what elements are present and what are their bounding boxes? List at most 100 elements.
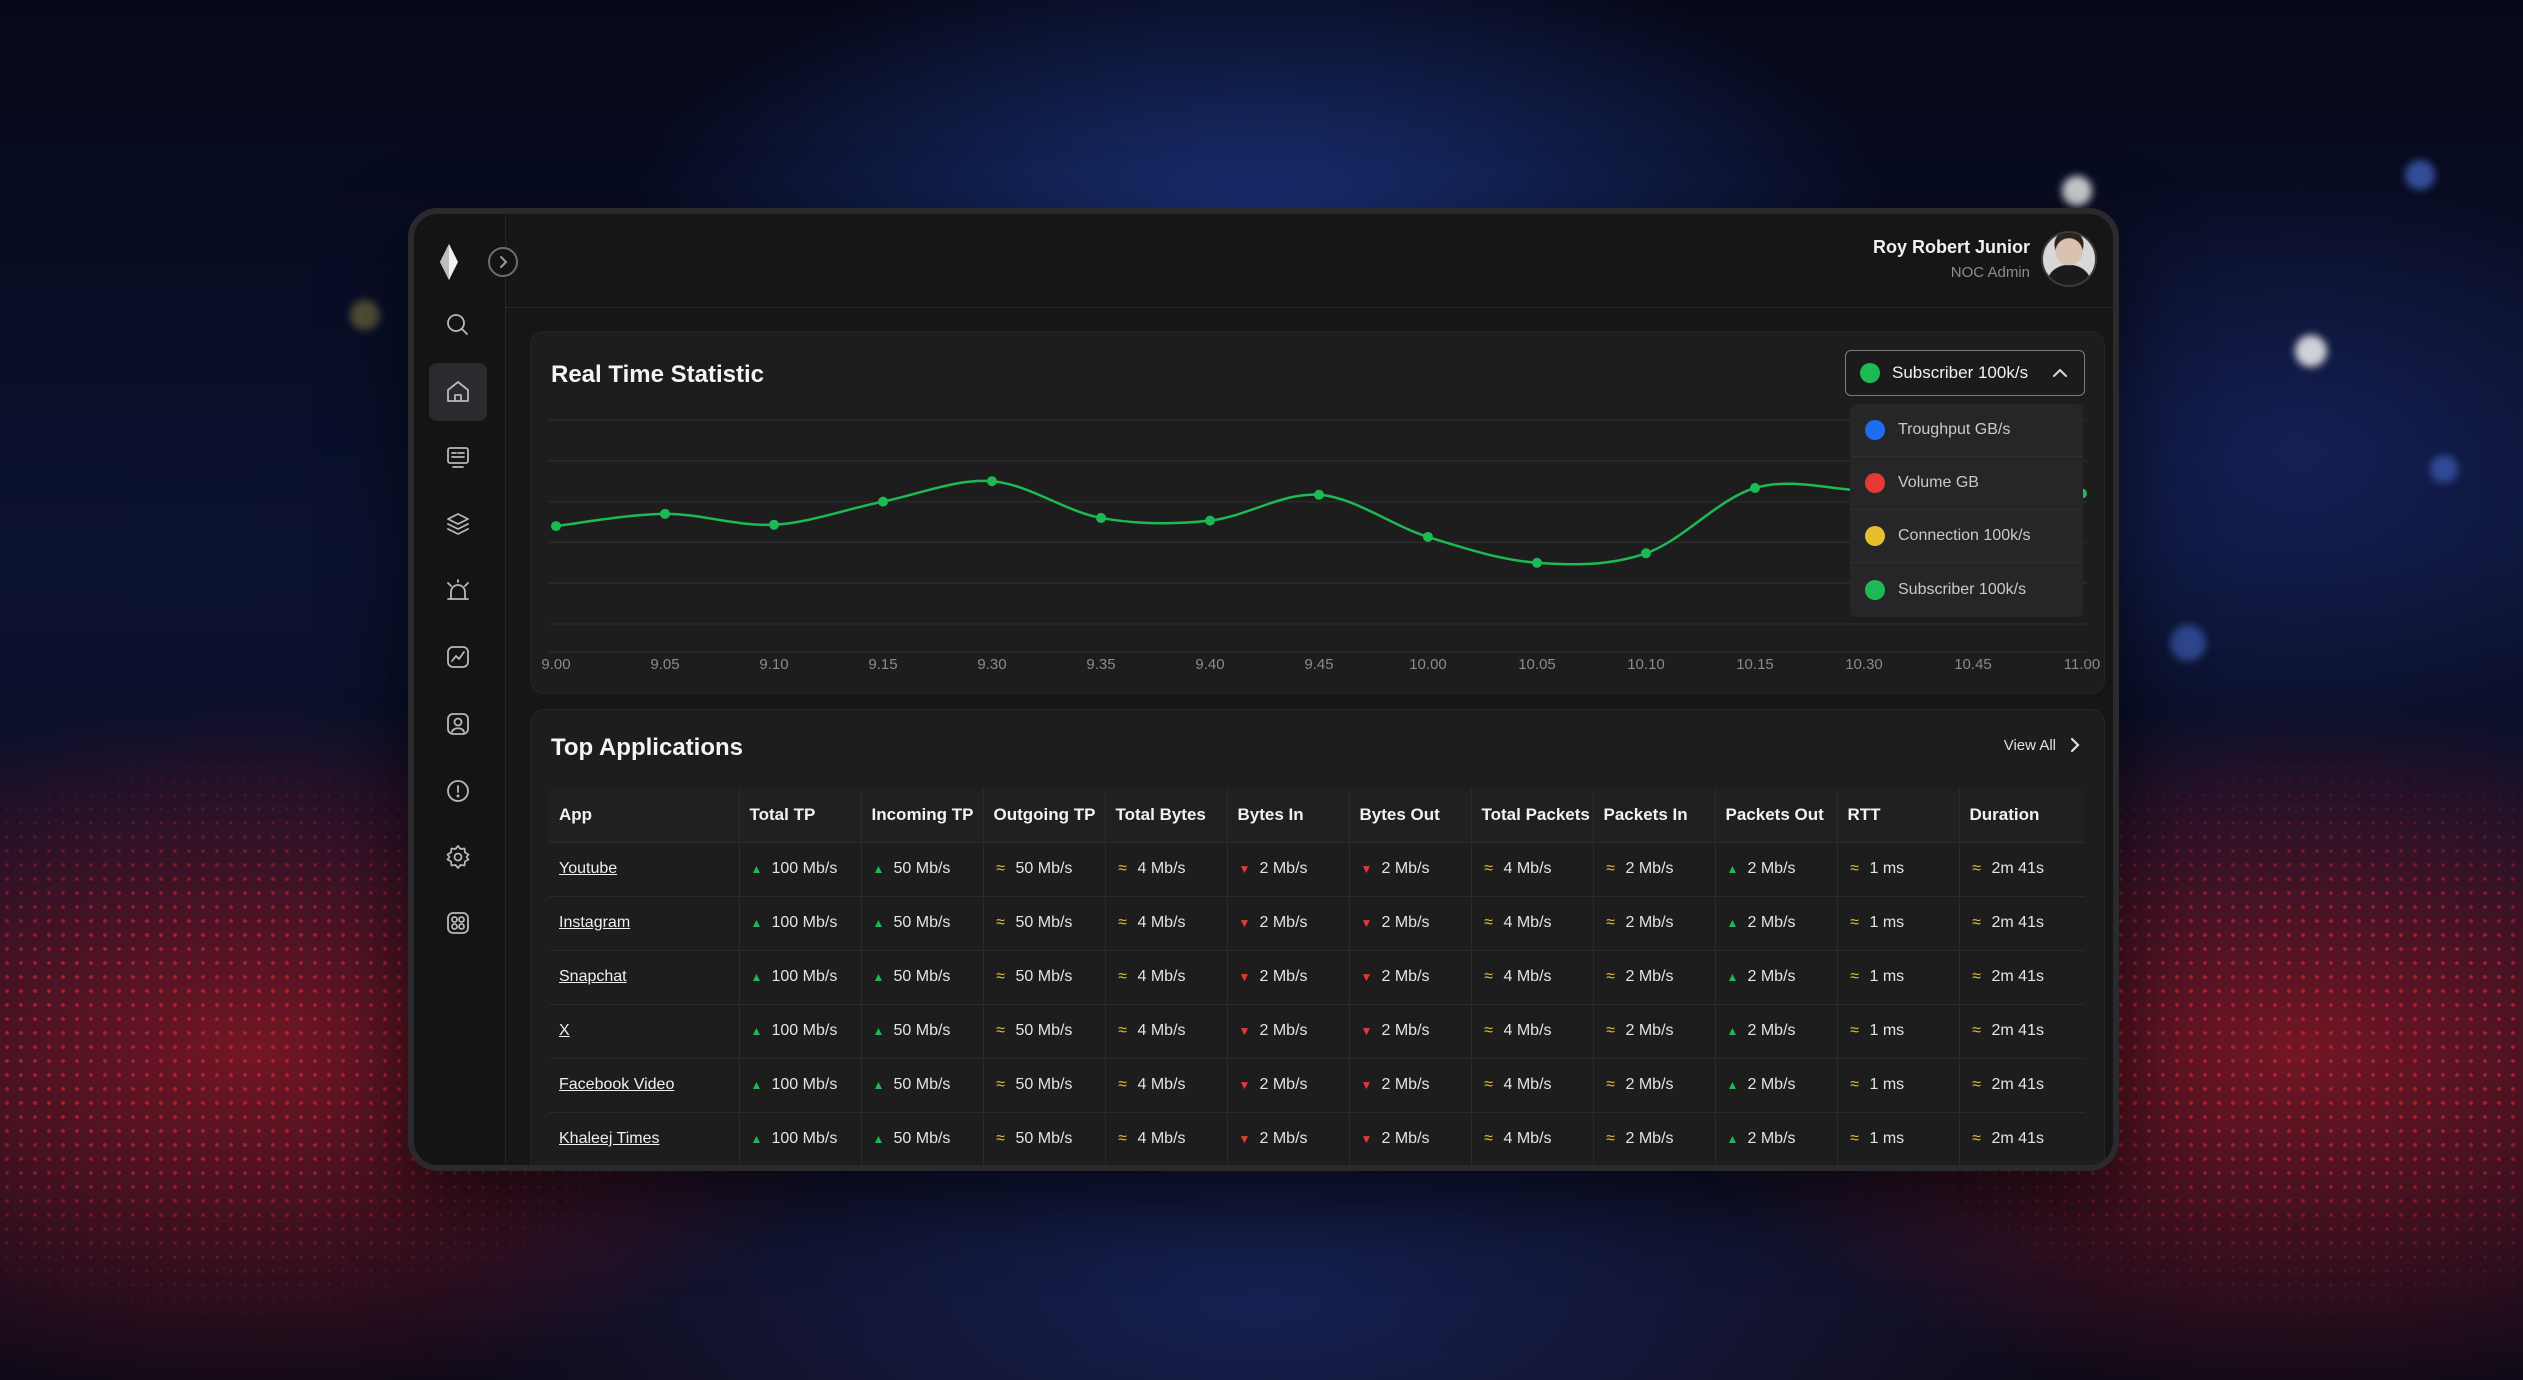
brand-logo-icon [440,244,458,280]
app-link[interactable]: Snapchat [559,968,627,985]
app-link[interactable]: Facebook Video [559,1076,675,1093]
metric-color-dot [1865,579,1885,600]
trend-flat-icon: ≈ [1972,914,1981,931]
metric-value: 4 Mb/s [1503,1130,1552,1147]
metric-select-button[interactable]: Subscriber 100k/s [1845,350,2085,396]
app-link[interactable]: Khaleej Times [559,1130,660,1147]
chevron-right-icon [2070,737,2080,753]
trend-up-icon: ▲ [872,1132,885,1146]
app-cell: Khaleej Times [549,1112,740,1165]
metric-cell: ≈1 ms [1837,1004,1960,1059]
metric-cell: ≈4 Mb/s [1105,950,1228,1005]
column-header[interactable]: Total TP [739,789,862,843]
data-point [769,519,779,530]
metric-option[interactable]: Subscriber 100k/s [1850,563,2083,616]
metric-value: 2 Mb/s [1259,914,1308,931]
trend-down-icon: ▼ [1360,916,1373,930]
metric-cell: ≈4 Mb/s [1471,842,1594,897]
trend-down-icon: ▼ [1360,1024,1373,1038]
view-all-link[interactable]: View All [2004,736,2084,754]
sidebar-item-alarm[interactable] [429,562,487,620]
trend-flat-icon: ≈ [1118,860,1127,877]
trend-down-icon: ▼ [1238,862,1251,876]
column-header[interactable]: Outgoing TP [983,789,1106,843]
background-bokeh [2062,176,2092,206]
column-header[interactable]: Packets In [1593,789,1716,843]
sidebar-item-alert[interactable] [429,762,487,820]
metric-cell: ≈2 Mb/s [1593,896,1716,951]
table-row[interactable]: Facebook Video ▲ 100 Mb/s ▲ 50 Mb/s ≈50 Mb/s ≈… [549,1058,2084,1113]
background-bokeh [2295,335,2327,367]
x-tick-label: 9.40 [1195,656,1224,673]
trend-up-icon: ▲ [872,970,885,984]
metric-value: 2 Mb/s [1259,860,1308,877]
trend-flat-icon: ≈ [1118,1130,1127,1147]
column-header[interactable]: Incoming TP [861,789,984,843]
sidebar-expand-button[interactable] [488,247,518,277]
trend-up-icon: ▲ [750,1132,763,1146]
trend-flat-icon: ≈ [1850,1076,1859,1093]
background-bokeh [350,300,380,330]
sidebar-item-layers[interactable] [429,495,487,553]
sidebar-item-apps[interactable] [429,894,487,952]
column-header[interactable]: Packets Out [1715,789,1838,843]
trend-flat-icon: ≈ [1606,1076,1615,1093]
column-header[interactable]: Bytes In [1227,789,1350,843]
trend-flat-icon: ≈ [1850,1130,1859,1147]
metric-value: 2 Mb/s [1259,1022,1308,1039]
sidebar-item-monitor[interactable] [429,428,487,486]
avatar[interactable] [2041,231,2097,287]
metric-value: 2 Mb/s [1381,1130,1430,1147]
sidebar-item-search[interactable] [429,296,487,354]
column-header[interactable]: RTT [1837,789,1960,843]
metric-option[interactable]: Troughput GB/s [1850,404,2083,457]
metric-option[interactable]: Connection 100k/s [1850,510,2083,563]
table-row[interactable]: Khaleej Times ▲ 100 Mb/s ▲ 50 Mb/s ≈50 Mb/s ≈4… [549,1112,2084,1165]
trend-up-icon: ▲ [1726,970,1739,984]
metric-value: 4 Mb/s [1503,860,1552,877]
column-header[interactable]: Duration [1959,789,2084,843]
metric-cell: ≈2m 41s [1959,896,2084,951]
metric-value: 1 ms [1869,1130,1905,1147]
metric-option-label: Volume GB [1898,474,1979,491]
trend-flat-icon: ≈ [996,860,1005,877]
trend-flat-icon: ≈ [1850,914,1859,931]
metric-value: 100 Mb/s [771,1022,838,1039]
metric-cell: ▲ 100 Mb/s [739,1112,862,1165]
trend-flat-icon: ≈ [1484,1076,1493,1093]
column-header[interactable]: App [549,789,740,843]
sidebar [414,214,506,1165]
metric-cell: ≈50 Mb/s [983,1112,1106,1165]
layers-icon [447,513,469,535]
column-header[interactable]: Total Bytes [1105,789,1228,843]
metric-cell: ≈1 ms [1837,842,1960,897]
column-header[interactable]: Total Packets [1471,789,1594,843]
app-link[interactable]: X [559,1022,570,1039]
metric-cell: ≈50 Mb/s [983,1058,1106,1113]
sidebar-item-gear[interactable] [429,828,487,886]
sidebar-item-user-badge[interactable] [429,695,487,753]
app-link[interactable]: Youtube [559,860,618,877]
table-row[interactable]: X ▲ 100 Mb/s ▲ 50 Mb/s ≈50 Mb/s ≈4 Mb/s ▼ 2 Mb/s… [549,1004,2084,1059]
data-point [1096,512,1106,523]
selected-metric-color-dot [1860,363,1880,383]
table-row[interactable]: Youtube ▲ 100 Mb/s ▲ 50 Mb/s ≈50 Mb/s ≈4 Mb/s ▼… [549,842,2084,897]
metric-color-dot [1865,473,1885,493]
metric-value: 50 Mb/s [1015,1130,1073,1147]
table-row[interactable]: Snapchat ▲ 100 Mb/s ▲ 50 Mb/s ≈50 Mb/s ≈4 Mb/s… [549,950,2084,1005]
metric-value: 1 ms [1869,968,1905,985]
trend-up-icon: ▲ [1726,916,1739,930]
metric-value: 2 Mb/s [1747,1130,1796,1147]
metric-value: 2m 41s [1991,1022,2044,1039]
table-row[interactable]: Instagram ▲ 100 Mb/s ▲ 50 Mb/s ≈50 Mb/s ≈4 Mb/… [549,896,2084,951]
gear-icon [446,845,470,869]
column-header[interactable]: Bytes Out [1349,789,1472,843]
x-tick-label: 9.30 [977,656,1006,673]
sidebar-item-home[interactable] [429,363,487,421]
app-link[interactable]: Instagram [559,914,631,931]
alarm-icon [447,579,469,600]
metric-option[interactable]: Volume GB [1850,457,2083,510]
sidebar-item-analytics[interactable] [429,628,487,686]
real-time-line-chart: 9.00 9.05 9.10 9.15 9.30 9.35 9.40 9.45 10.00 10.… [541,419,2100,673]
trend-up-icon: ▲ [750,1024,763,1038]
